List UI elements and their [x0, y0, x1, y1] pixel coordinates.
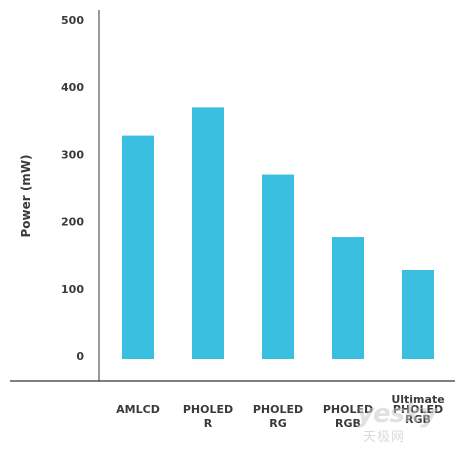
x-tick-label: Ultimate	[391, 393, 444, 406]
x-tick-label: RGB	[335, 417, 361, 430]
bar	[192, 107, 224, 359]
bar	[402, 269, 434, 359]
watermark: yesky 天极网	[357, 399, 449, 445]
y-tick-label: 100	[61, 283, 84, 296]
x-tick-label: AMLCD	[116, 403, 160, 416]
x-tick-label: RG	[269, 417, 287, 430]
bar	[332, 237, 364, 359]
y-tick-label: 500	[61, 14, 84, 27]
x-tick-label: PHOLED	[183, 403, 233, 416]
bar	[262, 174, 294, 359]
bar	[122, 135, 154, 359]
y-tick-label: 200	[61, 216, 84, 229]
x-tick-label: RGB	[405, 413, 431, 426]
y-tick-label: 0	[76, 350, 84, 363]
y-tick-label: 300	[61, 148, 84, 161]
x-tick-label: PHOLED	[323, 403, 373, 416]
y-axis-label: Power (mW)	[19, 154, 33, 237]
watermark-logo-text: yesky	[357, 399, 437, 429]
x-tick-label: PHOLED	[253, 403, 303, 416]
x-tick-label: R	[204, 417, 213, 430]
y-tick-label: 400	[61, 81, 84, 94]
watermark-subtext: 天极网	[363, 430, 406, 445]
x-tick-label: PHOLED	[393, 403, 443, 416]
